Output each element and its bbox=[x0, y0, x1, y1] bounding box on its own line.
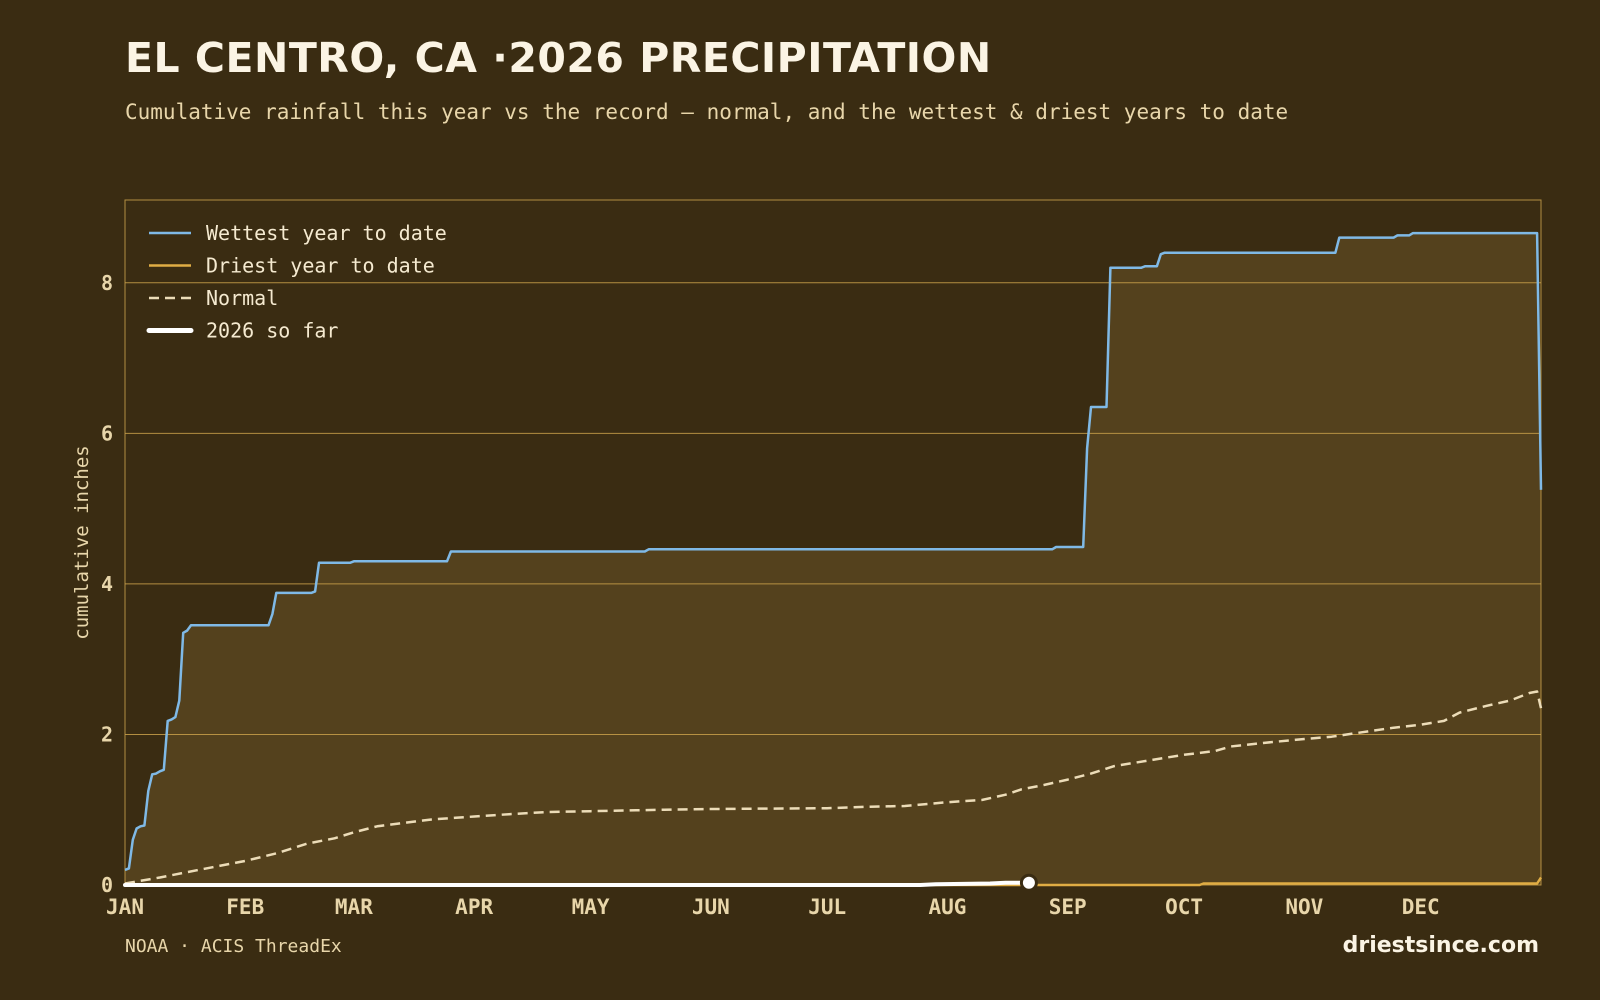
series-layer bbox=[123, 231, 1543, 892]
series-wettest-line bbox=[124, 231, 1543, 872]
x-tick-label: OCT bbox=[1165, 895, 1203, 919]
x-tick-label: FEB bbox=[226, 895, 264, 919]
legend-label-wettest: Wettest year to date bbox=[206, 221, 447, 245]
x-axis: JAN FEB MAR APR MAY JUN JUL AUG SEP OCT NOV DEC bbox=[106, 895, 1440, 919]
grid-layer bbox=[125, 282, 1541, 735]
x-tick-label: APR bbox=[455, 895, 493, 919]
x-tick-label: JAN bbox=[106, 895, 144, 919]
x-tick-label: JUL bbox=[808, 895, 846, 919]
y-tick-label: 4 bbox=[101, 572, 113, 596]
legend-label-driest: Driest year to date bbox=[206, 254, 435, 278]
y-tick-label: 6 bbox=[101, 421, 113, 445]
source-credit: NOAA · ACIS ThreadEx bbox=[125, 936, 342, 957]
legend-label-current: 2026 so far bbox=[206, 319, 338, 343]
x-tick-label: AUG bbox=[928, 895, 966, 919]
legend: Wettest year to date Driest year to date N… bbox=[146, 221, 447, 343]
x-tick-label: JUN bbox=[692, 895, 730, 919]
series-current-line bbox=[123, 880, 1031, 887]
chart-subtitle: Cumulative rainfall this year vs the rec… bbox=[125, 100, 1289, 124]
y-tick-label: 0 bbox=[101, 873, 113, 897]
legend-label-normal: Normal bbox=[206, 286, 278, 310]
series-normal-line bbox=[124, 690, 1543, 885]
y-tick-label: 8 bbox=[101, 271, 113, 295]
x-tick-label: MAY bbox=[572, 895, 610, 919]
chart-title: EL CENTRO, CA ·2026 PRECIPITATION bbox=[125, 34, 992, 82]
x-tick-label: NOV bbox=[1285, 895, 1323, 919]
x-tick-label: SEP bbox=[1049, 895, 1087, 919]
y-tick-label: 2 bbox=[101, 722, 113, 746]
y-axis: 0 2 4 6 8 bbox=[101, 271, 113, 897]
area-layer bbox=[125, 233, 1541, 886]
wettest-area bbox=[125, 233, 1541, 886]
y-axis-label: cumulative inches bbox=[71, 445, 93, 639]
current-endpoint-marker bbox=[1019, 873, 1038, 892]
x-tick-label: DEC bbox=[1402, 895, 1440, 919]
brand-link[interactable]: driestsince.com bbox=[1342, 933, 1539, 958]
x-tick-label: MAR bbox=[335, 895, 373, 919]
